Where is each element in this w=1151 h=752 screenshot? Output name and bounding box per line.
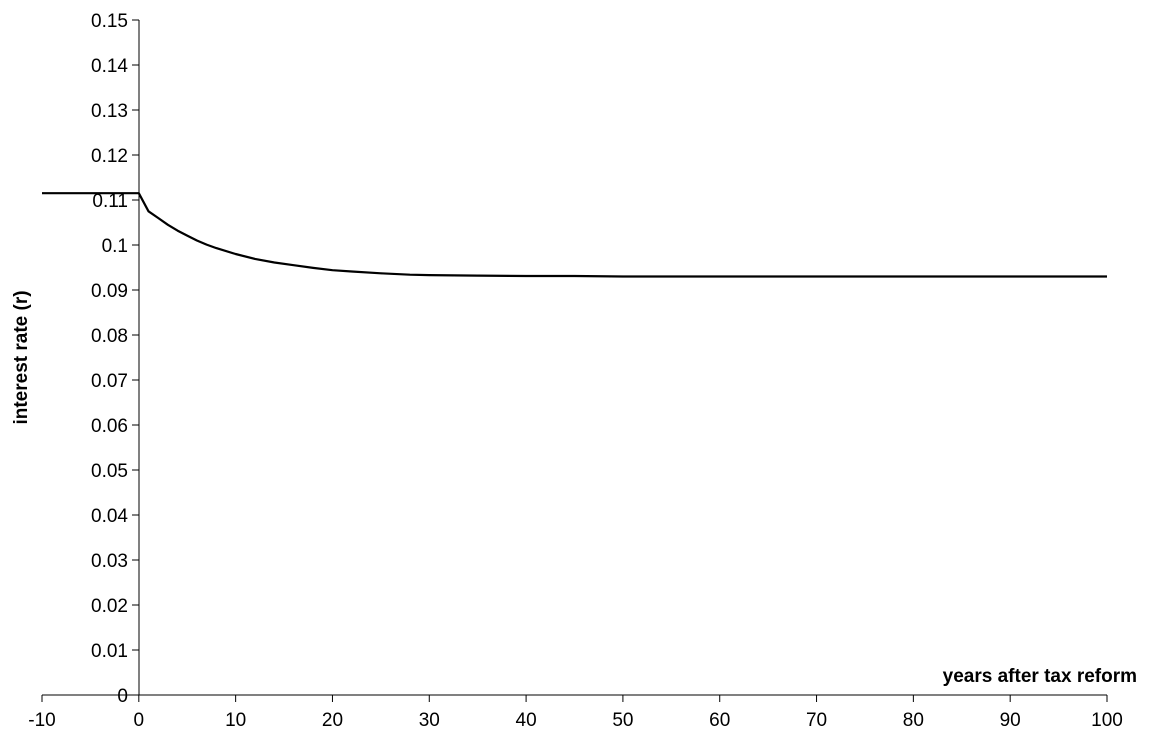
y-axis-title: interest rate (r)	[11, 290, 32, 424]
y-tick-label: 0.12	[91, 146, 128, 167]
y-tick-label: 0.07	[91, 371, 128, 392]
x-tick-label: 100	[1091, 710, 1123, 731]
y-tick-label: 0.13	[91, 101, 128, 122]
x-tick-label: 80	[903, 710, 924, 731]
x-tick-label: 50	[612, 710, 633, 731]
y-tick-label: 0.02	[91, 596, 128, 617]
x-tick-label: 30	[419, 710, 440, 731]
y-tick-label: 0.06	[91, 416, 128, 437]
x-tick-label: 0	[134, 710, 145, 731]
plot-area: -10 0 10 20 30 40 50 60 70 80 90 100 0 0.01 0.02 0.03 0.…	[28, 11, 1123, 731]
y-tick-label: 0.03	[91, 551, 128, 572]
y-tick-label: 0.04	[91, 506, 128, 527]
y-tick-label: 0.08	[91, 326, 128, 347]
x-axis-title: years after tax reform	[943, 666, 1137, 687]
x-tick-label: 20	[322, 710, 343, 731]
y-tick-label: 0.05	[91, 461, 128, 482]
y-tick-label: 0.15	[91, 11, 128, 32]
y-tick-label: 0.14	[91, 56, 128, 77]
x-tick-label: 40	[516, 710, 537, 731]
x-tick-label: 10	[225, 710, 246, 731]
x-tick-label: -10	[28, 710, 55, 731]
y-tick-label: 0.1	[102, 236, 128, 257]
x-tick-label: 60	[709, 710, 730, 731]
y-tick-label: 0.09	[91, 281, 128, 302]
x-tick-label: 90	[1000, 710, 1021, 731]
y-tick-label: 0	[117, 686, 128, 707]
x-tick-label: 70	[806, 710, 827, 731]
y-tick-label: 0.11	[92, 191, 128, 212]
y-tick-label: 0.01	[91, 641, 128, 662]
series-line	[42, 192, 1107, 278]
